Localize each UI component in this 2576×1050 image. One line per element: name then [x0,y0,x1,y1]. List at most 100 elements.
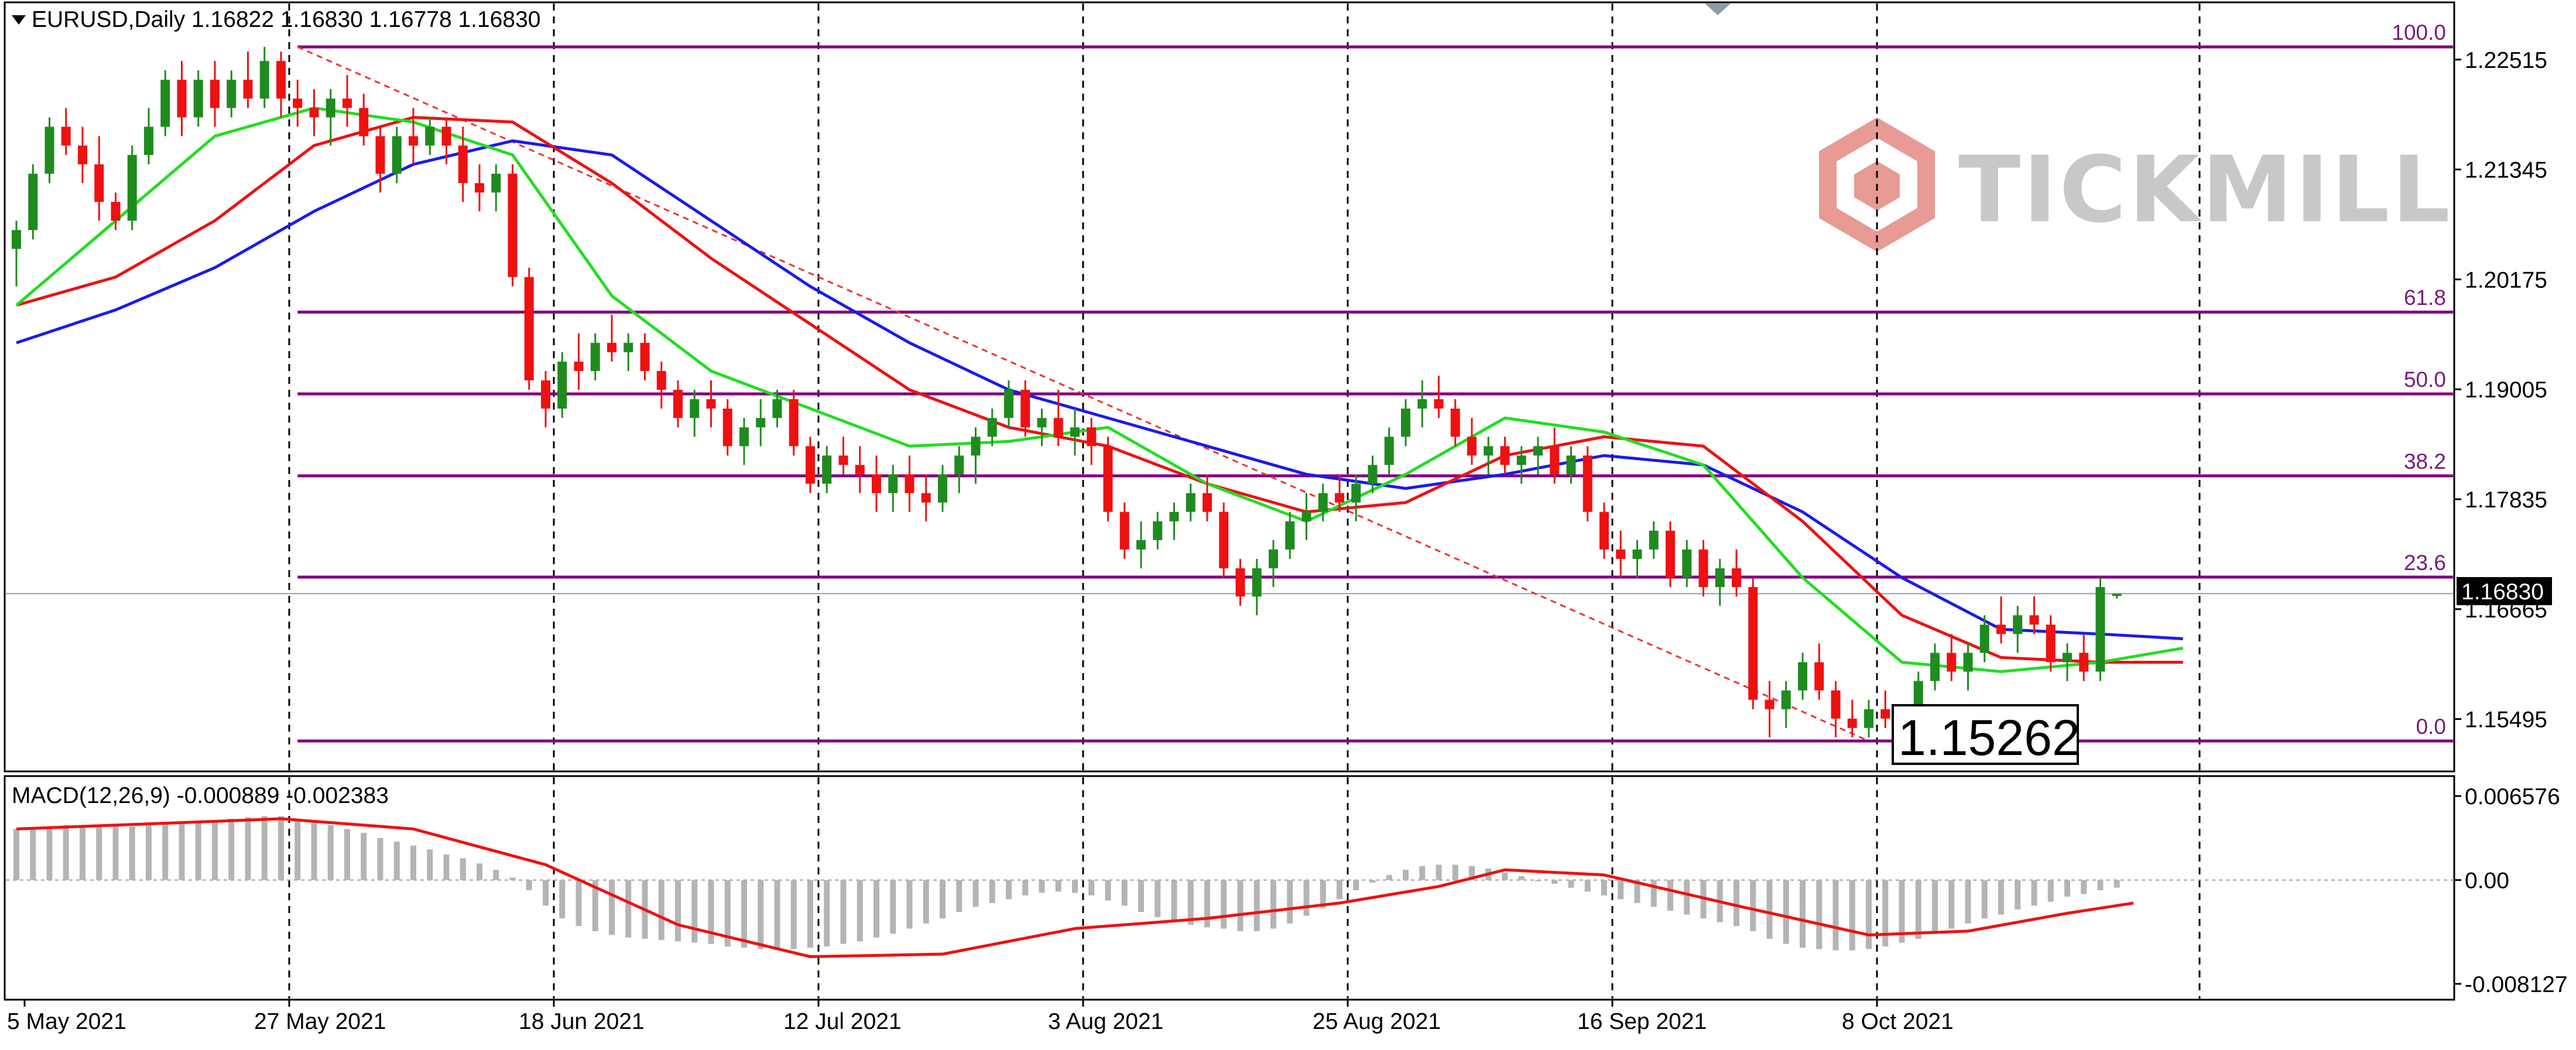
price-axis-label: 1.15495 [2465,708,2547,733]
candle-body [1070,427,1080,437]
candle-body [359,108,369,136]
candle-body [1434,399,1444,409]
macd-histogram-bar [1518,876,1525,880]
macd-histogram-bar [906,880,913,929]
date-axis-label: 16 Sep 2021 [1577,1009,1707,1034]
candle-body [2095,587,2105,672]
candle-body [673,389,683,418]
macd-histogram-bar [1816,880,1823,949]
macd-histogram-bar [278,816,284,880]
candle-body [1004,389,1013,418]
macd-histogram-bar [96,826,102,880]
macd-histogram-bar [972,880,979,907]
macd-histogram-bar [758,880,764,949]
candle-body [1715,568,1725,588]
candle-body [905,474,914,493]
macd-histogram-bar [890,880,896,934]
macd-histogram-bar [1915,880,1921,939]
macd-histogram-bar [2031,880,2037,906]
macd-histogram-bar [1436,864,1442,880]
candle-body [1467,437,1477,456]
macd-histogram-bar [609,880,615,935]
macd-histogram-bar [1502,872,1508,880]
macd-histogram-bar [294,818,301,880]
candle-body [1269,549,1278,568]
macd-histogram-bar [559,880,566,919]
macd-histogram-bar [1006,880,1012,900]
candle-body [690,399,700,418]
candle-body [94,164,104,202]
macd-histogram-bar [807,880,813,948]
macd-histogram-bar [162,823,169,880]
candle-body [2029,615,2039,625]
macd-histogram-bar [2081,880,2087,894]
macd-histogram-bar [1469,866,1475,880]
candle-body [309,108,319,118]
price-axis-label: 1.17835 [2465,488,2547,513]
candle-body [259,61,269,99]
macd-histogram-bar [592,880,598,931]
macd-histogram-bar [1551,880,1558,884]
candle-body [44,126,54,174]
candle-body [392,136,402,174]
candle-body [838,455,848,465]
candle-body [1301,512,1311,521]
low-price-annotation: 1.15262 [1898,710,2080,766]
macd-axis-label: 0.006576 [2465,784,2560,809]
macd-histogram-bar [526,880,532,891]
candle-body [855,465,865,475]
candle-body [28,173,38,231]
macd-histogram-bar [1882,880,1889,947]
macd-histogram-bar [2064,880,2070,897]
scroll-marker-icon[interactable] [1705,4,1731,15]
fib-level-label: 50.0 [2404,368,2446,392]
candle-body [1616,549,1626,559]
candle-body [1384,437,1394,465]
candle-body [375,136,385,174]
macd-histogram-bar [361,832,367,880]
candle-body [160,80,170,127]
candle-body [1798,662,1807,691]
candle-body [193,80,203,118]
candle-body [921,493,931,503]
macd-histogram-bar [344,829,350,880]
trend-line [297,46,1869,742]
ma-fast-line [15,106,2184,674]
candle-body [1368,465,1378,484]
candle-body [987,418,997,437]
macd-histogram-bar [1568,880,1574,888]
candle-body [1484,446,1493,456]
tickmill-watermark: TICKMILL [1819,117,2450,252]
candle-body [2063,653,2072,663]
macd-histogram-bar [1155,880,1161,917]
candle-body [1814,662,1824,691]
candle-body [1831,690,1841,719]
candle-body [872,474,881,493]
candle-body [2046,624,2056,663]
price-axis-label: 1.21345 [2465,158,2547,183]
candle-body [1649,530,1659,550]
candle-body [1318,493,1328,512]
macd-histogram-bar [493,870,499,880]
macd-histogram-bar [840,880,847,944]
macd-histogram-bar [2047,880,2054,902]
macd-histogram-bar [708,880,714,944]
candle-body [1947,653,1957,672]
candle-body [1550,446,1560,475]
candle-body [293,98,303,108]
macd-histogram-bar [129,826,135,880]
candle-body [111,201,121,221]
collapse-triangle-icon[interactable] [12,15,26,25]
candle-body [557,361,567,409]
macd-histogram-bar [1039,880,1045,893]
symbol-header: EURUSD,Daily 1.16822 1.16830 1.16778 1.1… [32,7,540,32]
candle-body [1087,427,1097,447]
candle-body [78,145,87,164]
candle-body [1698,549,1708,588]
macd-histogram-bar [1337,880,1342,900]
candle-body [1169,512,1179,521]
fib-level-label: 38.2 [2404,449,2446,473]
macd-histogram-bar [1270,880,1276,929]
macd-histogram-bar [625,880,632,938]
macd-histogram-bar [1981,880,1988,919]
